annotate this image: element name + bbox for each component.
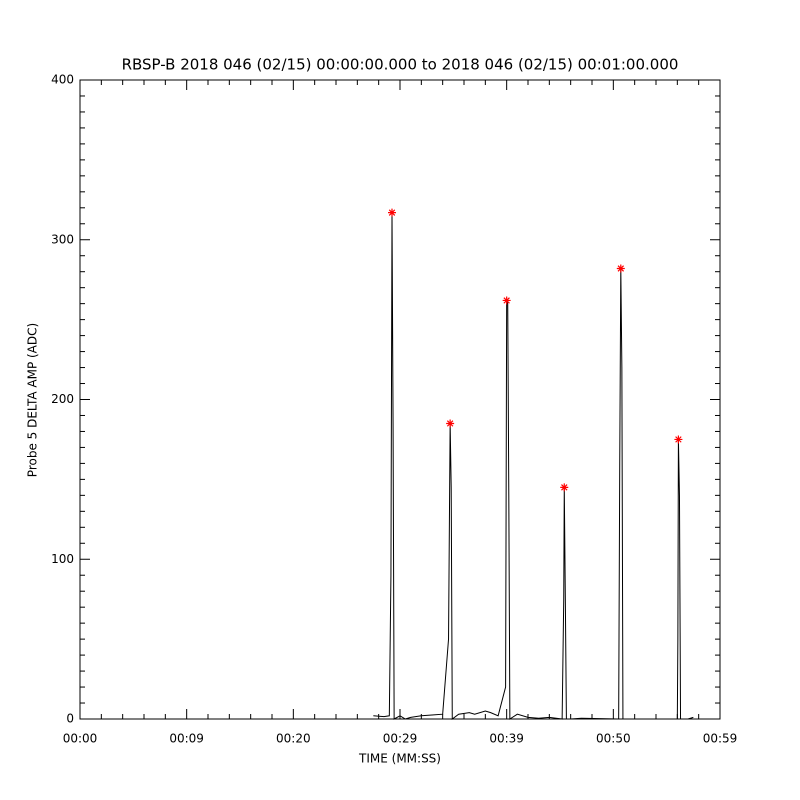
y-tick-label: 0: [66, 712, 74, 726]
chart-title: RBSP-B 2018 046 (02/15) 00:00:00.000 to …: [122, 56, 679, 74]
x-tick-label: 00:20: [276, 732, 311, 746]
y-tick-label: 100: [51, 552, 74, 566]
peak-marker: [674, 435, 683, 444]
data-line: [373, 212, 694, 720]
peak-marker: [616, 264, 625, 273]
peak-marker: [502, 296, 511, 305]
x-tick-label: 00:59: [703, 732, 738, 746]
y-tick-label: 300: [51, 232, 74, 246]
y-tick-label: 400: [51, 73, 74, 87]
x-tick-label: 00:39: [489, 732, 524, 746]
x-axis-title: TIME (MM:SS): [358, 752, 441, 766]
y-tick-label: 200: [51, 392, 74, 406]
x-tick-label: 00:29: [383, 732, 418, 746]
peak-marker: [560, 483, 569, 492]
peak-marker: [446, 419, 455, 428]
y-axis-title: Probe 5 DELTA AMP (ADC): [26, 323, 40, 477]
x-tick-label: 00:09: [169, 732, 204, 746]
peak-marker: [388, 208, 396, 217]
x-tick-label: 00:50: [596, 732, 631, 746]
x-tick-label: 00:00: [63, 732, 98, 746]
